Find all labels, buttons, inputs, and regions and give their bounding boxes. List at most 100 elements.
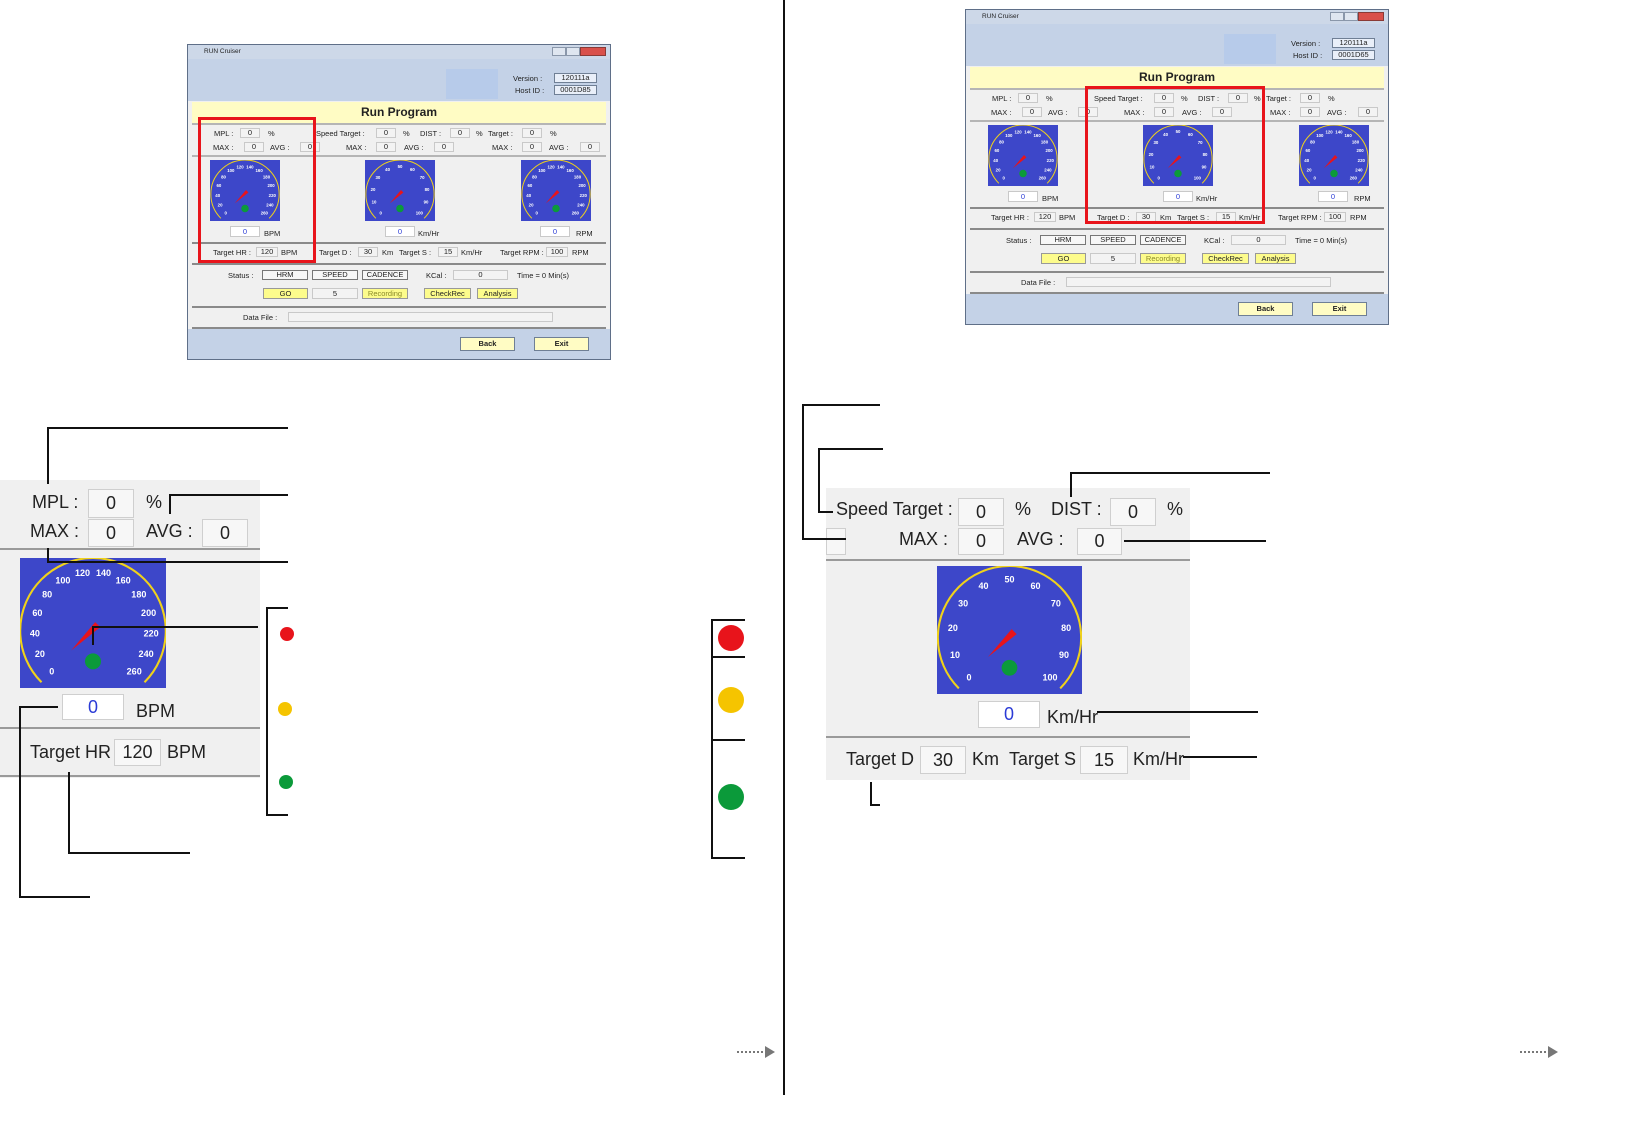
- label: Status :: [1006, 235, 1032, 245]
- separator: [192, 327, 606, 329]
- version-field: 120111a: [554, 73, 597, 83]
- minimize-button: [552, 47, 566, 56]
- gauge-arc: [365, 160, 435, 219]
- field: 0: [1154, 107, 1174, 117]
- title-bar: [966, 10, 1388, 24]
- speed-value: 0: [385, 226, 415, 237]
- dial-label: 120: [1325, 129, 1333, 134]
- close-button: [580, 47, 606, 56]
- dial-label: 200: [1356, 148, 1364, 153]
- separator: [970, 88, 1384, 90]
- needle: [234, 190, 249, 204]
- dial-label: 60: [1305, 148, 1310, 153]
- label: KCal :: [426, 270, 447, 280]
- label: %: [1167, 499, 1184, 520]
- gauge-arc: [937, 566, 1082, 690]
- label: %: [1046, 93, 1053, 103]
- separator: [970, 292, 1384, 294]
- dial-label: 200: [1045, 148, 1053, 153]
- label: MAX :: [1124, 107, 1145, 117]
- dial-label: 140: [246, 164, 254, 169]
- dial-label: 20: [218, 203, 223, 208]
- host-field: 0001D85: [554, 85, 597, 95]
- field: 0: [88, 519, 134, 547]
- dial-label: 240: [266, 203, 274, 208]
- dial-label: 50: [1176, 129, 1181, 134]
- dial-label: 40: [993, 158, 998, 163]
- needle: [987, 629, 1017, 658]
- gauge: 0 10 20 30 40 50 60 70 80 90 100: [1143, 125, 1213, 186]
- hub: [84, 653, 102, 670]
- hub: [1330, 169, 1338, 178]
- label: AVG :: [549, 142, 569, 152]
- dial-label: 40: [526, 193, 531, 198]
- field: 0: [1228, 93, 1248, 103]
- dial-label: 0: [1313, 176, 1316, 181]
- hr-value: 0: [1008, 191, 1038, 202]
- label: BPM: [167, 742, 207, 763]
- field: 120: [114, 739, 161, 766]
- label: RPM: [1350, 212, 1367, 222]
- field: 0: [522, 128, 542, 138]
- rpm-value: 0: [540, 226, 570, 237]
- field: 0: [450, 128, 470, 138]
- zoom-view: MPL :0% MAX :0 AVG :0 0 20 40 60 80 100 120 140 160…: [0, 480, 260, 778]
- field: 0: [300, 142, 320, 152]
- gauge-arc: [988, 125, 1058, 184]
- dial-label: 20: [1149, 152, 1154, 157]
- label: %: [268, 128, 275, 138]
- dial-label: 0: [224, 211, 227, 216]
- dial-label: 180: [1352, 139, 1360, 144]
- dial-label: 80: [999, 139, 1004, 144]
- status-indicator: SPEED: [312, 270, 358, 280]
- dial-label: 200: [141, 608, 156, 618]
- dial-label: 60: [994, 148, 999, 153]
- callout: [47, 427, 288, 484]
- field: 0: [434, 142, 454, 152]
- app-window: RUN Cruiser Version :120111a Host ID :0001…: [965, 9, 1389, 325]
- hr-value: 0: [62, 694, 124, 720]
- dial-label: 40: [978, 581, 988, 591]
- dial-label: 240: [139, 649, 154, 659]
- dial-label: 100: [227, 168, 235, 173]
- gauge: 0 10 20 30 40 50 60 70 80 90 100: [365, 160, 435, 221]
- dial-label: 20: [1307, 168, 1312, 173]
- dial-label: 80: [42, 589, 52, 599]
- minimize-button: [1330, 12, 1344, 21]
- dial-label: 120: [236, 164, 244, 169]
- label: MAX :: [492, 142, 513, 152]
- dial-label: 220: [269, 193, 277, 198]
- field: 0: [958, 498, 1004, 526]
- dial-label: 240: [1044, 168, 1052, 173]
- gauge-arc: [210, 160, 280, 219]
- field: 0: [1022, 107, 1042, 117]
- label: BPM: [281, 247, 298, 257]
- field: 120: [256, 247, 278, 257]
- label: Speed Target :: [836, 499, 953, 520]
- dial-label: 140: [1024, 129, 1032, 134]
- dial-label: 140: [1335, 129, 1343, 134]
- dial-label: 70: [1198, 140, 1203, 145]
- field: 0: [240, 128, 260, 138]
- field: 0: [1018, 93, 1038, 103]
- callout: [169, 494, 288, 514]
- dial-label: 160: [256, 168, 264, 173]
- close-button: [1358, 12, 1384, 21]
- go-button: GO: [263, 288, 308, 299]
- hub: [1174, 169, 1182, 178]
- dial-label: 90: [1202, 165, 1207, 170]
- label: %: [1015, 499, 1032, 520]
- dial-label: 60: [410, 167, 415, 172]
- label: Version :: [1291, 38, 1321, 48]
- gauge-arc: [20, 558, 166, 684]
- field: 0: [958, 528, 1004, 555]
- dial-label: 120: [547, 164, 555, 169]
- dial-label: 180: [574, 174, 582, 179]
- next-arrow: [1520, 1046, 1558, 1058]
- dial-label: 40: [1304, 158, 1309, 163]
- callout: [68, 772, 190, 854]
